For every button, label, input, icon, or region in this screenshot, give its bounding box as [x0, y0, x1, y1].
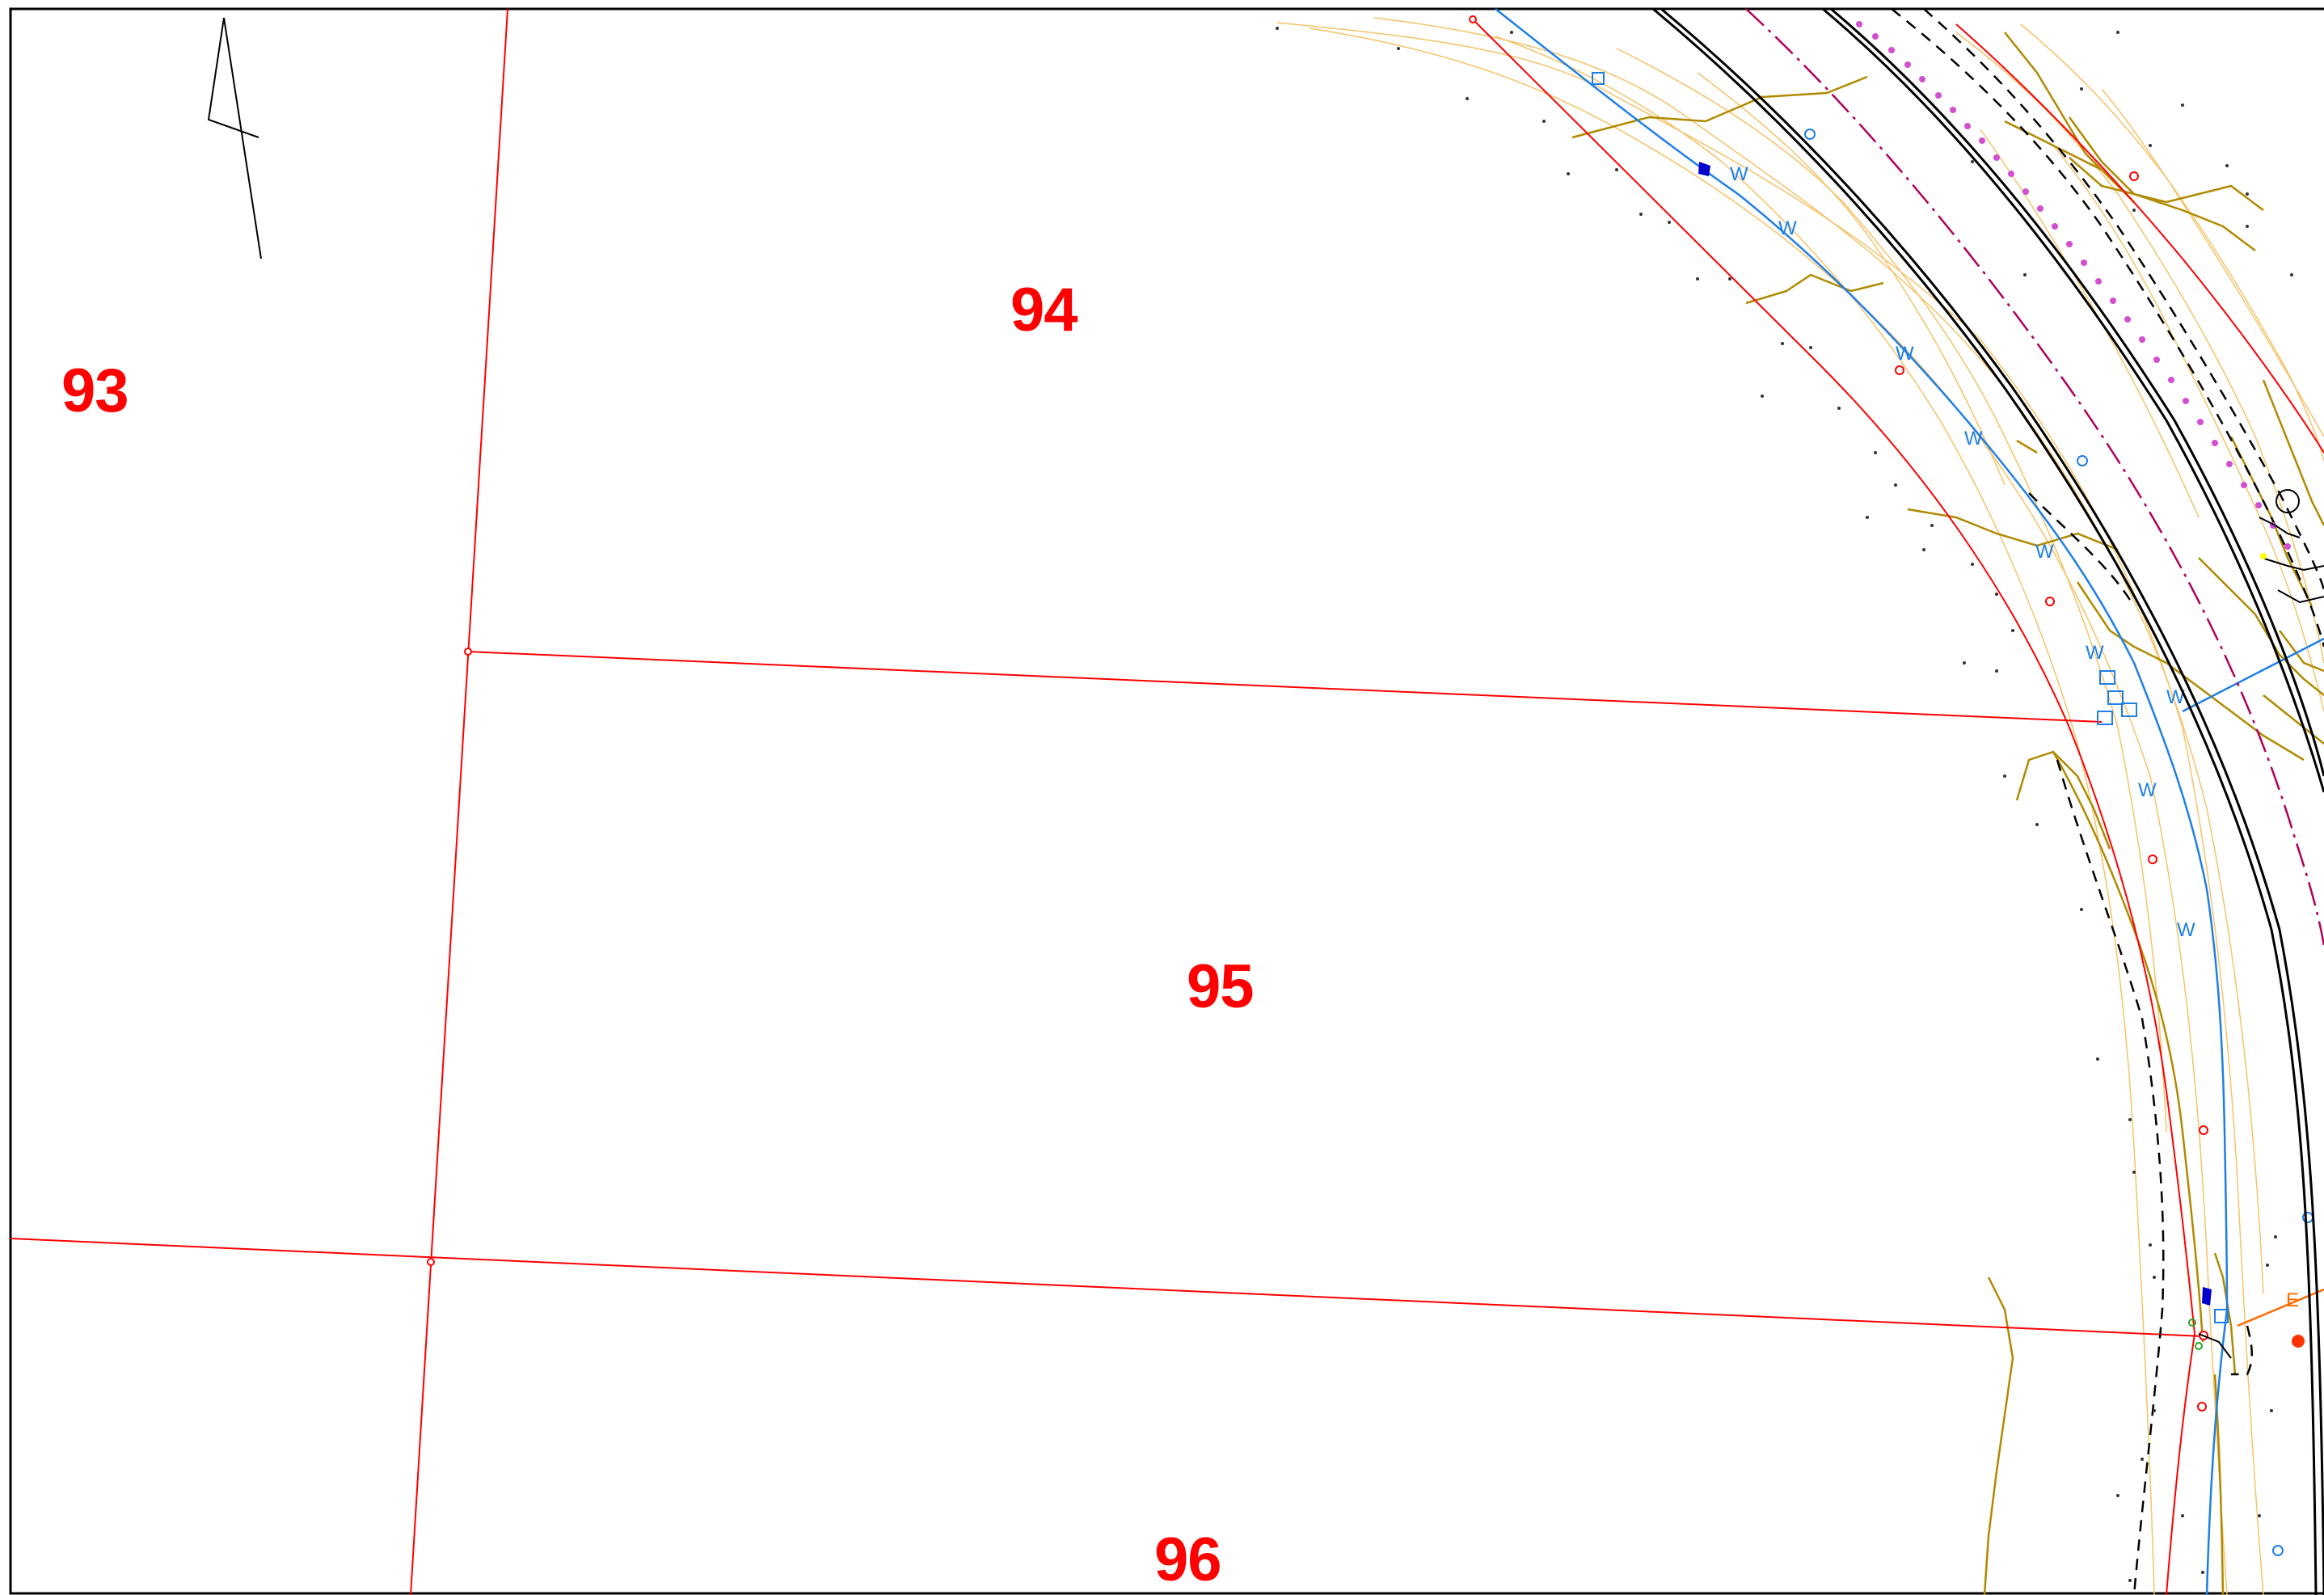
marker-point-icon: [2188, 1319, 2196, 1327]
water-line: [1495, 8, 2324, 1595]
water-valve-icon: [1592, 72, 2313, 1556]
water-line-labels: W W W W W W W W W: [1730, 163, 2195, 941]
marker-point-icon: [2195, 1342, 2203, 1350]
water-line-label: W: [2138, 779, 2157, 801]
marker-dot-row: [1856, 21, 2291, 550]
water-line-label: W: [1896, 343, 1914, 365]
water-line-label: W: [1964, 428, 1983, 449]
structure-detail: [2198, 489, 2324, 1359]
water-line-label: W: [1730, 163, 1748, 185]
water-line-label: W: [2035, 541, 2054, 563]
dashed-edge-lines: [1891, 8, 2324, 1595]
road-edge-lines: [1652, 7, 2324, 1595]
sheet-border: [9, 7, 2324, 1595]
water-line-label: W: [2177, 919, 2195, 941]
lot-number-96: 96: [1154, 1525, 1222, 1594]
survey-monument-icon: [427, 15, 2208, 1411]
water-line-label: W: [2166, 686, 2185, 708]
north-arrow-icon: [207, 17, 262, 260]
road-centerline: [1745, 8, 2324, 947]
lot-number-93: 93: [61, 357, 129, 425]
lot-number-94: 94: [1010, 276, 1078, 344]
lot-number-95: 95: [1187, 952, 1255, 1021]
water-line-label: W: [1778, 217, 1797, 239]
fire-hydrant-icon: [1698, 162, 2212, 1306]
electric-line-label: E: [2286, 1289, 2299, 1311]
marker-point-icon: [2260, 553, 2267, 559]
water-line-label: W: [2086, 642, 2104, 664]
major-contour-lines: [1571, 32, 2324, 1595]
lot-lines: [10, 8, 2324, 1595]
minor-contour-lines: [1276, 17, 2324, 1595]
utility-pole-icon: [2292, 1335, 2305, 1348]
spot-elevation-dots: [1276, 27, 2293, 1582]
